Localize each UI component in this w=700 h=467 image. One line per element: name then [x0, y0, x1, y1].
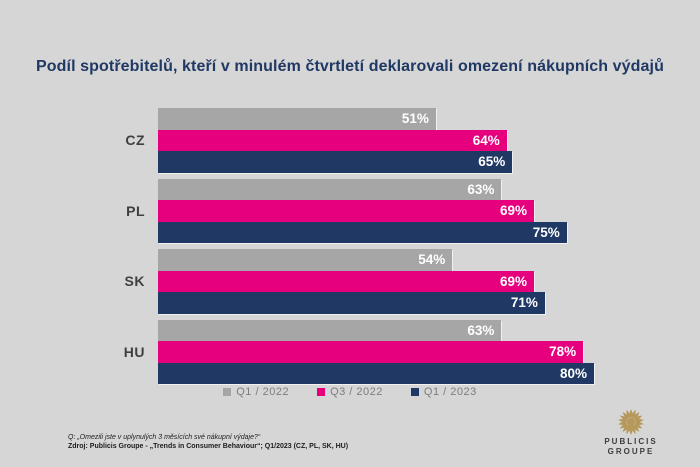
chart-legend: Q1 / 2022 Q3 / 2022 Q1 / 2023	[0, 386, 700, 398]
legend-label: Q3 / 2022	[330, 386, 383, 398]
bar-value-label: 63%	[467, 322, 495, 338]
bar-hu-q1-2023: 80%	[158, 362, 594, 384]
bars-cz: 51% 64% 65%	[158, 108, 700, 173]
bar-cz-q1-2023: 65%	[158, 151, 513, 173]
legend-label: Q1 / 2023	[423, 386, 477, 398]
category-label-sk: SK	[124, 273, 145, 289]
bar-value-label: 65%	[478, 154, 506, 169]
bar-sk-q1-2022: 54%	[158, 249, 453, 271]
bar-value-label: 69%	[500, 273, 528, 289]
bars-sk: 54% 69% 71%	[158, 249, 700, 314]
bar-value-label: 75%	[532, 224, 560, 240]
logo-text-line1: PUBLICIS	[604, 437, 658, 446]
bar-value-label: 71%	[510, 295, 538, 310]
legend-swatch-icon	[410, 388, 419, 396]
legend-item-q1-2022: Q1 / 2022	[223, 386, 289, 398]
publicis-groupe-logo: PUBLICIS GROUPE	[599, 406, 663, 457]
legend-swatch-icon	[317, 388, 326, 396]
bar-cz-q3-2022: 64%	[158, 129, 507, 151]
category-label-pl: PL	[126, 202, 145, 219]
legend-item-q3-2022: Q3 / 2022	[317, 386, 383, 398]
category-label-cz: CZ	[125, 132, 145, 148]
bar-pl-q3-2022: 69%	[158, 200, 535, 222]
bar-value-label: 63%	[467, 181, 495, 197]
bar-pl-q1-2022: 63%	[158, 178, 502, 200]
bar-pl-q1-2023: 75%	[158, 221, 567, 243]
chart-title: Podíl spotřebitelů, kteří v minulém čtvr…	[36, 58, 664, 75]
bars-pl: 63% 69% 75%	[158, 178, 700, 243]
bar-hu-q3-2022: 78%	[158, 341, 584, 363]
footnote-source: Zdroj: Publicis Groupe - „Trends in Cons…	[68, 443, 349, 450]
bar-cz-q1-2022: 51%	[158, 108, 436, 130]
bar-value-label: 78%	[549, 344, 577, 359]
bar-group-cz: CZ 51% 64% 65%	[0, 108, 700, 173]
bar-value-label: 51%	[401, 111, 429, 126]
bar-sk-q1-2023: 71%	[158, 292, 545, 314]
bar-group-sk: SK 54% 69% 71%	[0, 249, 700, 314]
legend-item-q1-2023: Q1 / 2023	[410, 386, 477, 398]
legend-swatch-icon	[223, 388, 232, 396]
bar-group-pl: PL 63% 69% 75%	[0, 178, 700, 243]
bar-value-label: 54%	[418, 252, 446, 267]
bar-group-hu: HU 63% 78% 80%	[0, 319, 700, 384]
bars-hu: 63% 78% 80%	[158, 319, 700, 384]
logo-text-line2: GROUPE	[607, 447, 655, 456]
lion-sun-emblem-icon	[618, 409, 644, 435]
bar-value-label: 69%	[500, 203, 528, 218]
bar-sk-q3-2022: 69%	[158, 270, 535, 292]
bar-value-label: 80%	[559, 365, 587, 381]
footnote: Q: „Omezili jste v uplynulých 3 měsících…	[68, 433, 348, 451]
bar-hu-q1-2022: 63%	[158, 319, 502, 341]
bar-value-label: 64%	[472, 132, 500, 148]
category-label-hu: HU	[123, 343, 145, 360]
footnote-question: Q: „Omezili jste v uplynulých 3 měsících…	[68, 434, 261, 441]
legend-label: Q1 / 2022	[236, 386, 290, 398]
